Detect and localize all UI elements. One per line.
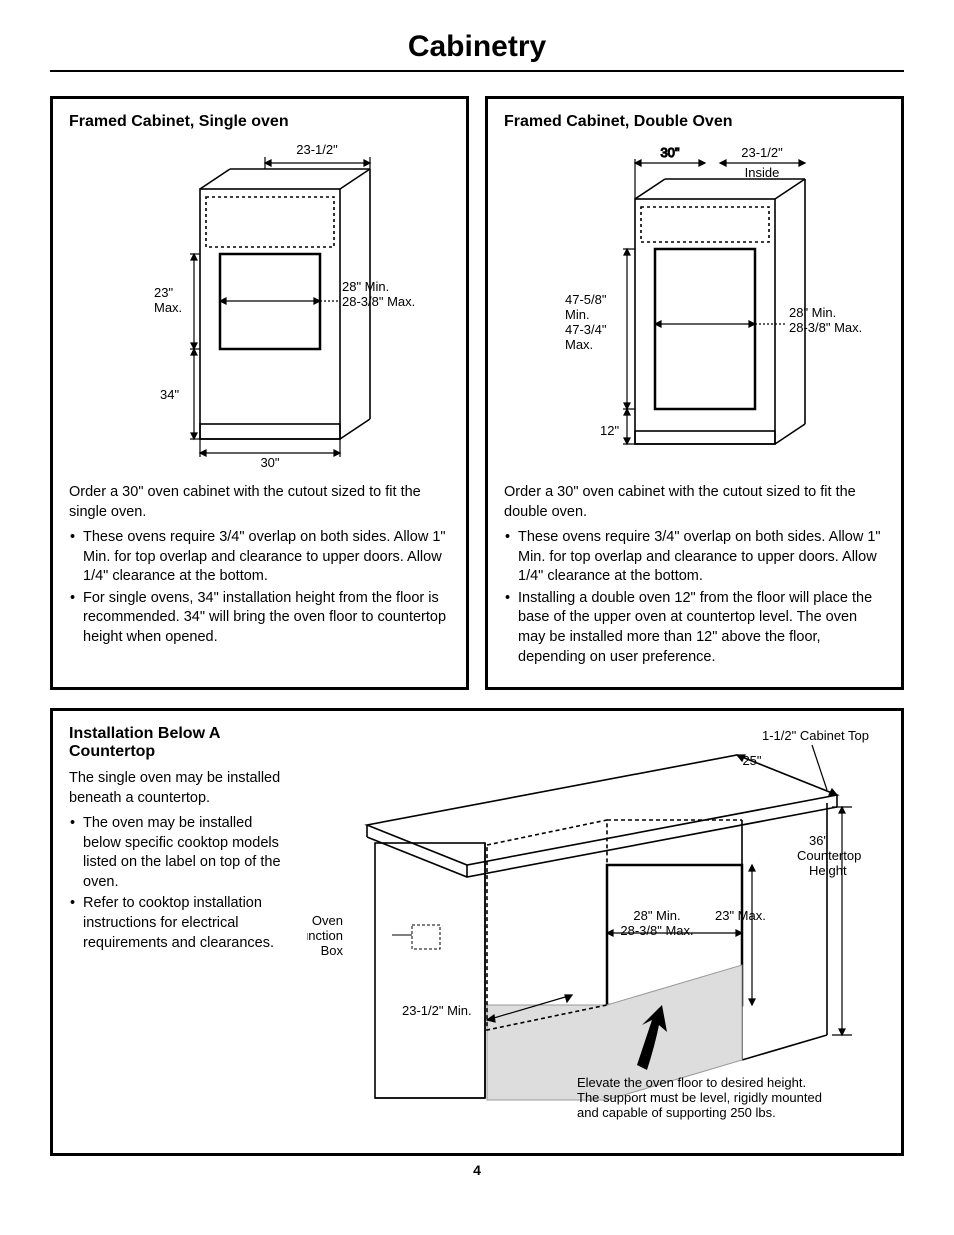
single-bullet-2: For single ovens, 34" installation heigh… <box>69 589 450 648</box>
dim-ct-depth: 25" <box>742 753 761 768</box>
dim-single-30: 30" <box>260 455 279 469</box>
dim-single-cutw-2: 28-3/8" Max. <box>342 294 415 309</box>
dim-ct-cw2: 28-3/8" Max. <box>620 923 693 938</box>
lbl-jbox-1: Oven <box>312 913 343 928</box>
single-bullet-1: These ovens require 3/4" overlap on both… <box>69 528 450 587</box>
double-bullet-1: These ovens require 3/4" overlap on both… <box>504 528 885 587</box>
dim-double-h1a: 47-5/8" <box>565 292 607 307</box>
double-bullets: These ovens require 3/4" overlap on both… <box>504 528 885 667</box>
note-1: Elevate the oven floor to desired height… <box>577 1075 806 1090</box>
dim-double-inside-2: Inside <box>744 165 779 180</box>
countertop-bullet-2: Refer to cooktop installation instructio… <box>69 894 289 953</box>
panel-countertop: Installation Below A Countertop The sing… <box>50 708 904 1156</box>
dim-single-23max-b: Max. <box>154 300 182 315</box>
page-number: 4 <box>50 1162 904 1178</box>
dim-single-top: 23-1/2" <box>296 142 338 157</box>
dim-double-30: 30" <box>660 145 679 160</box>
single-caption: Order a 30" oven cabinet with the cutout… <box>69 483 450 522</box>
dim-double-h2a: 47-3/4" <box>565 322 607 337</box>
lbl-jbox-3: Box <box>321 943 344 958</box>
countertop-bullets: The oven may be installed below specific… <box>69 814 289 953</box>
panel-double-title: Framed Cabinet, Double Oven <box>504 113 885 131</box>
dim-ct-36-3: Height <box>809 863 847 878</box>
dim-ct-36-2: Countertop <box>797 848 861 863</box>
dim-double-h1b: Min. <box>565 307 590 322</box>
page-title: Cabinetry <box>50 30 904 72</box>
dim-ct-cabtop: 1-1/2" Cabinet Top <box>762 728 869 743</box>
double-caption: Order a 30" oven cabinet with the cutout… <box>504 483 885 522</box>
note-3: and capable of supporting 250 lbs. <box>577 1105 776 1120</box>
diagram-single: 23-1/2" 23" Max. 28" Mi <box>69 139 450 469</box>
diagram-countertop: 1-1/2" Cabinet Top 25" 36" Countertop H <box>307 725 885 1135</box>
diagram-double: 30" 23-1/2" Inside 47-5/8 <box>504 139 885 469</box>
dim-single-23max-a: 23" <box>154 285 173 300</box>
dim-single-34: 34" <box>160 387 179 402</box>
dim-double-inside-1: 23-1/2" <box>741 145 783 160</box>
dim-double-cw1: 28" Min. <box>789 305 836 320</box>
dim-double-cw2: 28-3/8" Max. <box>789 320 862 335</box>
top-row: Framed Cabinet, Single oven <box>50 96 904 690</box>
countertop-bullet-1: The oven may be installed below specific… <box>69 814 289 892</box>
dim-ct-dmin: 23-1/2" Min. <box>402 1003 472 1018</box>
dim-ct-36-1: 36" <box>809 833 828 848</box>
panel-single-oven: Framed Cabinet, Single oven <box>50 96 469 690</box>
dim-ct-cw1: 28" Min. <box>633 908 680 923</box>
panel-double-oven: Framed Cabinet, Double Oven <box>485 96 904 690</box>
countertop-intro: The single oven may be installed beneath… <box>69 769 289 808</box>
lbl-jbox-2: Junction <box>307 928 343 943</box>
note-2: The support must be level, rigidly mount… <box>577 1090 822 1105</box>
double-bullet-2: Installing a double oven 12" from the fl… <box>504 589 885 667</box>
panel-countertop-title: Installation Below A Countertop <box>69 725 289 761</box>
dim-ct-23max: 23" Max. <box>715 908 766 923</box>
dim-single-cutw-1: 28" Min. <box>342 279 389 294</box>
panel-single-title: Framed Cabinet, Single oven <box>69 113 450 131</box>
dim-double-12: 12" <box>600 423 619 438</box>
single-bullets: These ovens require 3/4" overlap on both… <box>69 528 450 647</box>
dim-double-h2b: Max. <box>565 337 593 352</box>
